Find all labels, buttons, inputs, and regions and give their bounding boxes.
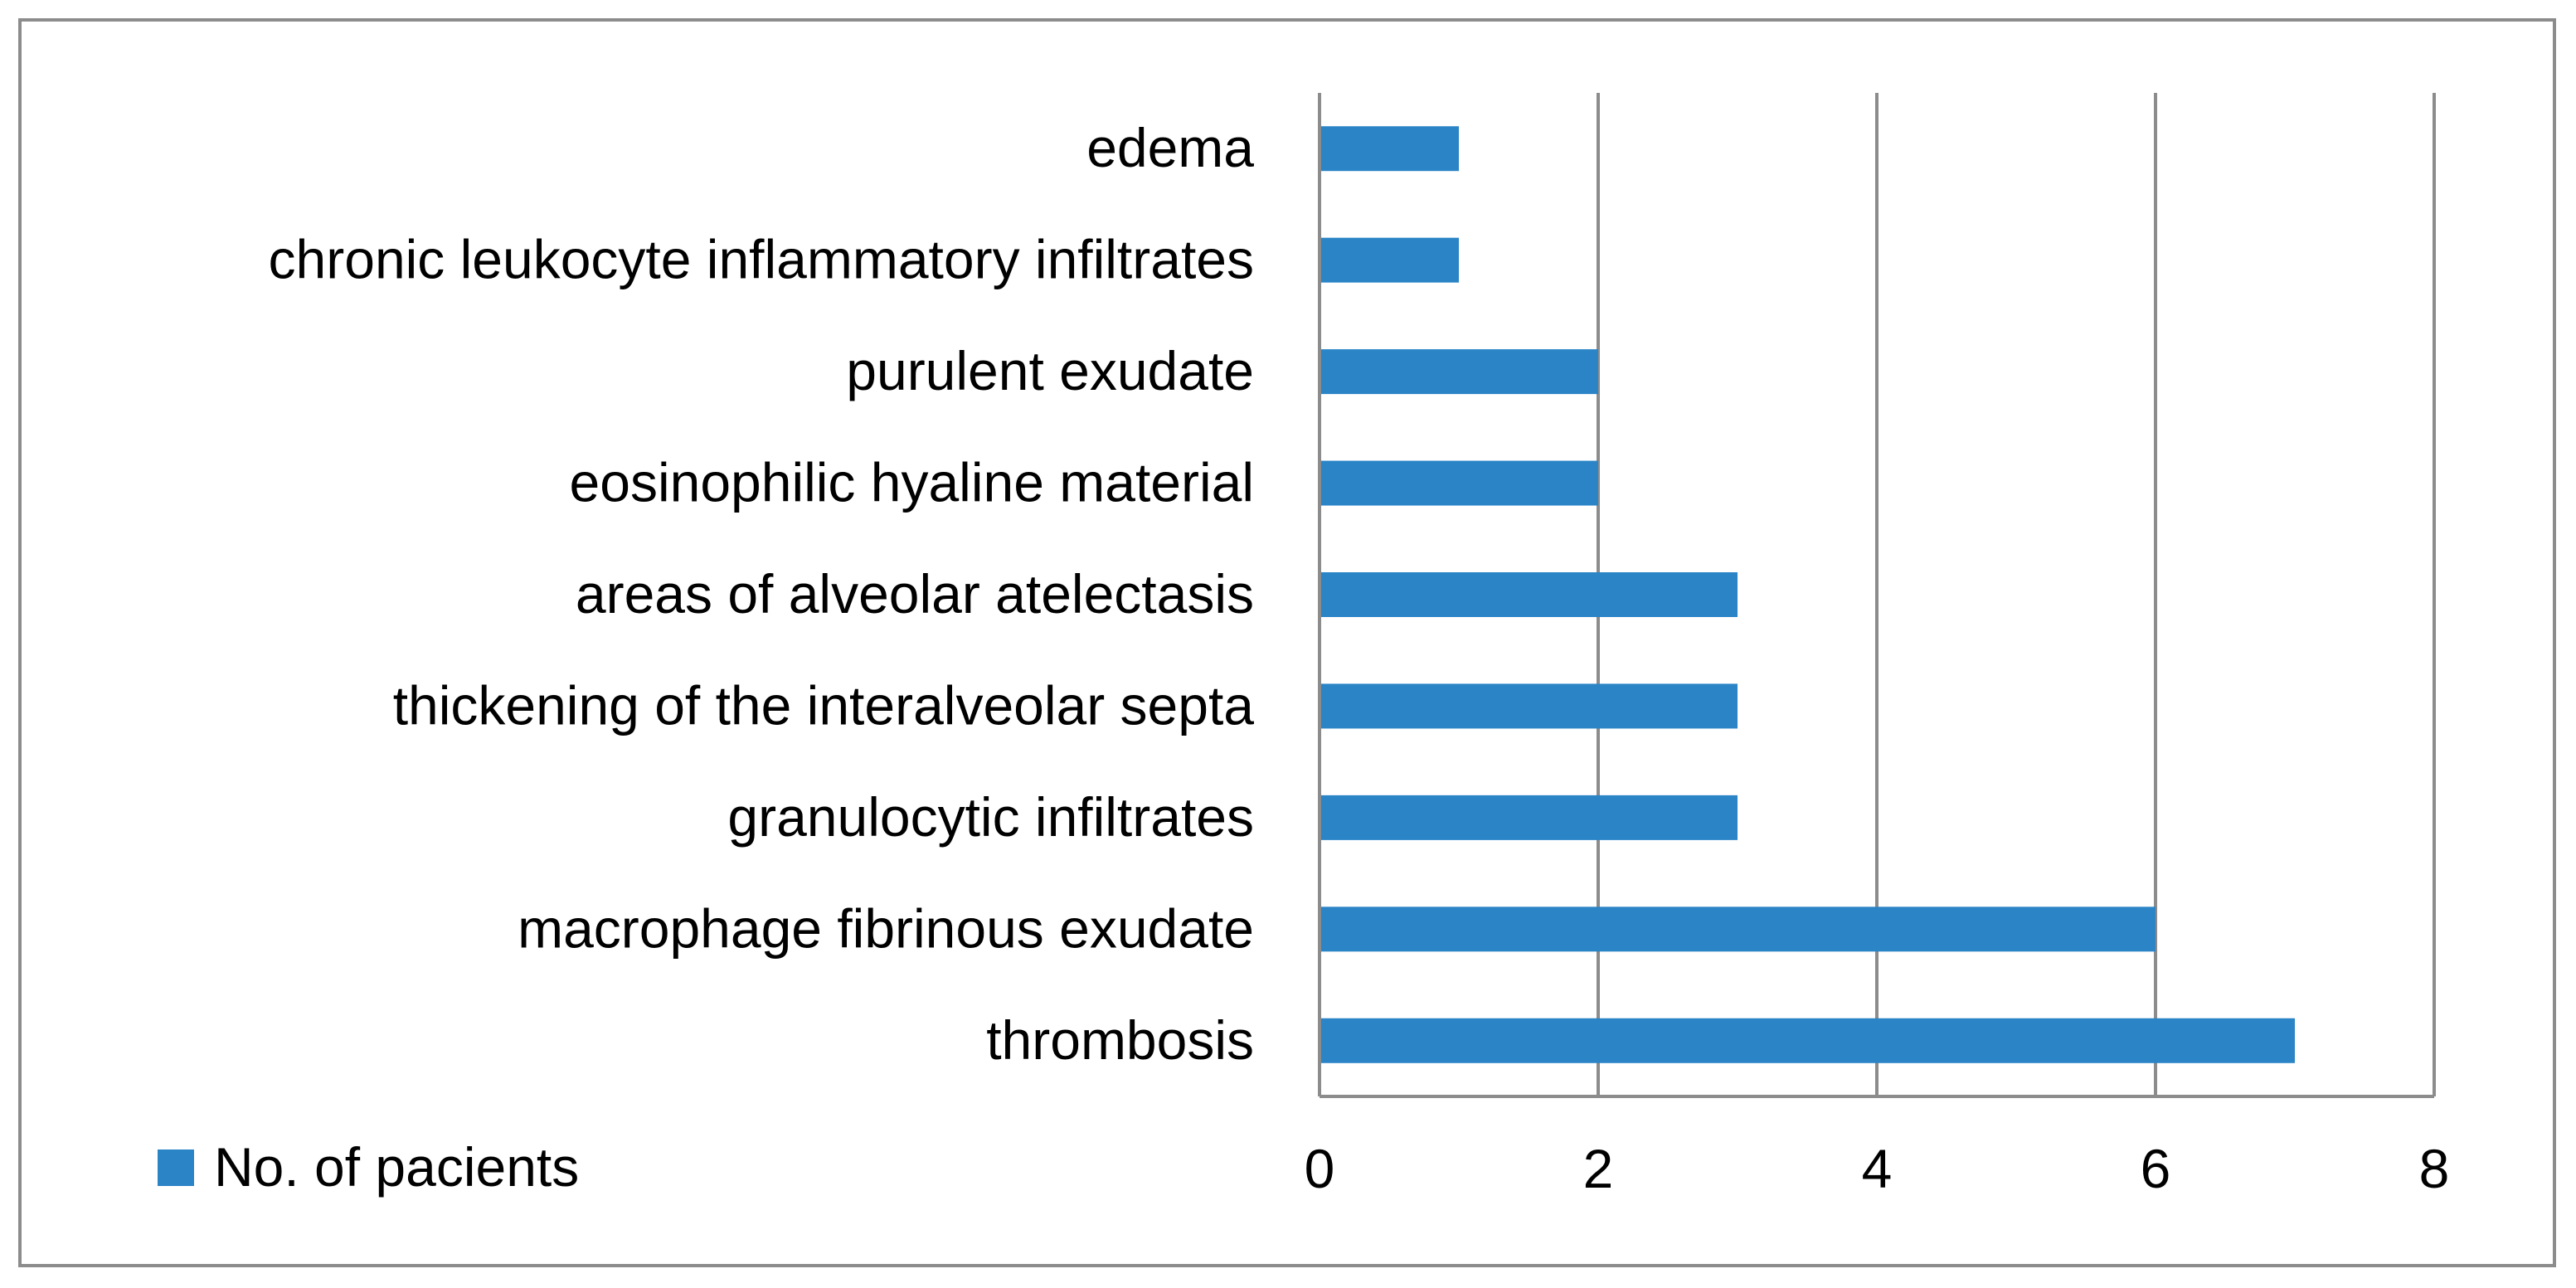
category-label: thickening of the interalveolar septa bbox=[393, 674, 1255, 736]
category-label: eosinophilic hyaline material bbox=[570, 452, 1254, 513]
bar bbox=[1320, 237, 1459, 283]
legend: No. of pacients bbox=[158, 1136, 579, 1198]
bar bbox=[1320, 126, 1459, 172]
legend-label: No. of pacients bbox=[214, 1136, 579, 1198]
bar bbox=[1320, 683, 1738, 729]
x-tick-label: 4 bbox=[1862, 1138, 1893, 1199]
bar bbox=[1320, 349, 1598, 395]
x-tick-label: 8 bbox=[2419, 1138, 2450, 1199]
category-label: edema bbox=[1086, 117, 1254, 178]
bar bbox=[1320, 460, 1598, 506]
bar bbox=[1320, 795, 1738, 840]
axis-layer bbox=[1318, 93, 2434, 1098]
category-labels: thrombosis macrophage fibrinous exudate gr… bbox=[269, 117, 1255, 1071]
x-tick-label: 6 bbox=[2141, 1138, 2171, 1199]
category-label: areas of alveolar atelectasis bbox=[576, 563, 1254, 625]
legend-swatch bbox=[158, 1149, 194, 1186]
category-label: thrombosis bbox=[986, 1009, 1254, 1071]
x-tick-label: 2 bbox=[1583, 1138, 1614, 1199]
bar bbox=[1320, 906, 2156, 952]
category-label: granulocytic infiltrates bbox=[727, 786, 1254, 848]
tick-labels: 0 2 4 6 8 bbox=[1305, 1138, 2450, 1199]
category-label: chronic leukocyte inflammatory infiltrat… bbox=[269, 229, 1254, 290]
bar bbox=[1320, 1018, 2295, 1063]
category-label: purulent exudate bbox=[846, 340, 1254, 401]
bars-layer bbox=[1320, 126, 2295, 1063]
bar bbox=[1320, 572, 1738, 617]
x-tick-label: 0 bbox=[1305, 1138, 1335, 1199]
category-label: macrophage fibrinous exudate bbox=[518, 897, 1254, 959]
